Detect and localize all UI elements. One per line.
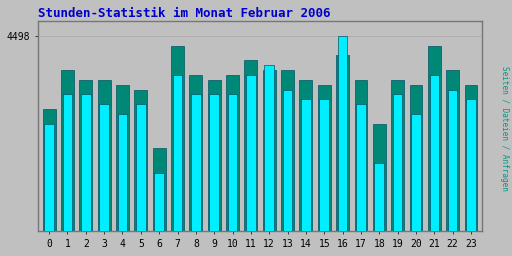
Bar bbox=[319, 99, 329, 256]
Text: Seiten / Dateien / Anfragen: Seiten / Dateien / Anfragen bbox=[500, 66, 509, 190]
Bar bbox=[228, 94, 238, 256]
Bar bbox=[61, 70, 74, 256]
Bar bbox=[116, 85, 129, 256]
Bar bbox=[134, 90, 147, 256]
Bar bbox=[173, 75, 182, 256]
Bar bbox=[171, 46, 184, 256]
Bar bbox=[464, 85, 477, 256]
Bar bbox=[62, 94, 72, 256]
Bar bbox=[448, 90, 458, 256]
Bar bbox=[300, 80, 312, 256]
Bar bbox=[373, 124, 386, 256]
Bar bbox=[354, 80, 368, 256]
Bar bbox=[99, 104, 109, 256]
Bar bbox=[338, 36, 348, 256]
Bar bbox=[44, 124, 54, 256]
Bar bbox=[264, 65, 274, 256]
Bar bbox=[374, 163, 384, 256]
Bar bbox=[430, 75, 439, 256]
Bar bbox=[410, 85, 422, 256]
Bar bbox=[246, 75, 255, 256]
Bar bbox=[79, 80, 92, 256]
Bar bbox=[391, 80, 404, 256]
Bar bbox=[153, 148, 165, 256]
Bar bbox=[81, 94, 91, 256]
Bar bbox=[154, 173, 164, 256]
Bar bbox=[446, 70, 459, 256]
Bar bbox=[191, 94, 201, 256]
Bar bbox=[244, 60, 258, 256]
Bar bbox=[189, 75, 202, 256]
Bar bbox=[411, 114, 421, 256]
Bar bbox=[356, 104, 366, 256]
Bar bbox=[281, 70, 294, 256]
Bar bbox=[226, 75, 239, 256]
Bar bbox=[336, 55, 349, 256]
Bar bbox=[428, 46, 441, 256]
Bar bbox=[283, 90, 292, 256]
Bar bbox=[263, 70, 275, 256]
Bar bbox=[42, 109, 55, 256]
Bar bbox=[209, 94, 219, 256]
Bar bbox=[466, 99, 476, 256]
Bar bbox=[208, 80, 221, 256]
Bar bbox=[318, 85, 331, 256]
Bar bbox=[98, 80, 111, 256]
Bar bbox=[393, 94, 402, 256]
Bar bbox=[136, 104, 145, 256]
Text: Stunden-Statistik im Monat Februar 2006: Stunden-Statistik im Monat Februar 2006 bbox=[38, 7, 331, 20]
Bar bbox=[301, 99, 311, 256]
Bar bbox=[118, 114, 127, 256]
